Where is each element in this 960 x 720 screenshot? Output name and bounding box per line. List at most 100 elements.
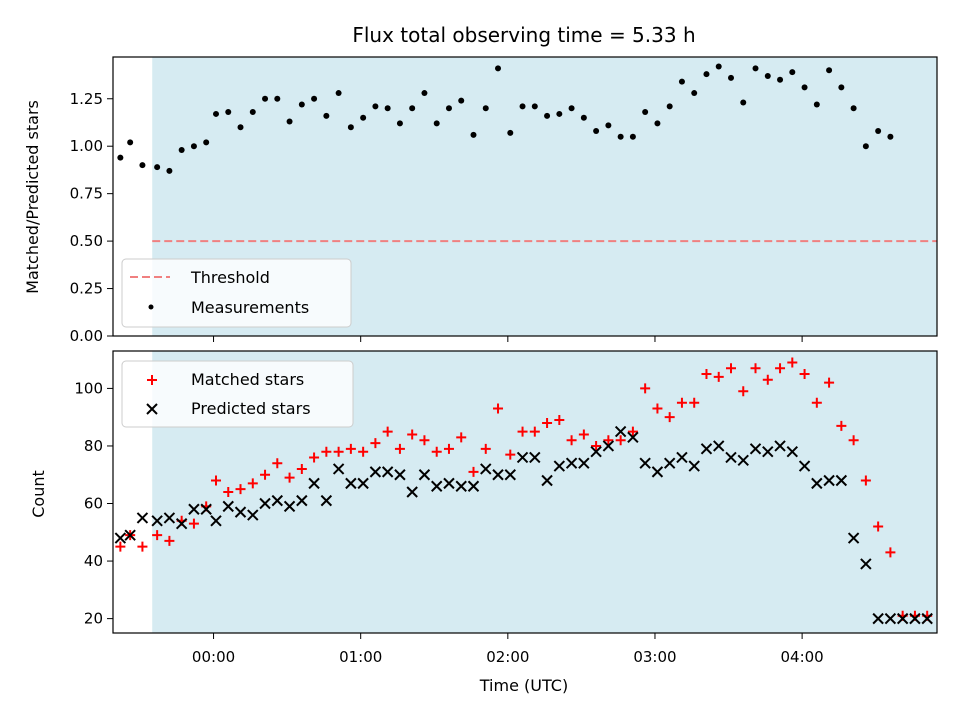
measurement-point xyxy=(642,109,649,116)
measurement-point xyxy=(495,65,502,72)
matched-star-point xyxy=(333,446,344,457)
measurement-point xyxy=(323,112,330,119)
measurement-point xyxy=(507,129,514,136)
predicted-star-point xyxy=(860,558,872,570)
matched-star-point xyxy=(529,426,540,437)
matched-star-point xyxy=(799,369,810,380)
legend-predicted-label: Predicted stars xyxy=(191,399,311,418)
predicted-star-point xyxy=(175,517,188,530)
matched-star-point xyxy=(578,429,589,440)
measurement-point xyxy=(691,90,698,97)
ratio-y-axis-label: Matched/Predicted stars xyxy=(23,100,42,294)
count-y-tick-label: 100 xyxy=(74,379,103,397)
measurement-point xyxy=(139,162,146,169)
measurement-point xyxy=(728,74,734,81)
count-panel: Count Time (UTC) 20 40 60 80 100 00:00 01:00 02… xyxy=(29,350,938,695)
measurement-point xyxy=(568,105,575,112)
legend-predicted-swatch xyxy=(146,403,158,415)
predicted-star-point xyxy=(271,494,284,507)
count-y-tick-label: 40 xyxy=(84,552,103,570)
matched-star-point xyxy=(431,446,442,457)
predicted-star-point xyxy=(406,486,418,498)
matched-star-point xyxy=(566,435,577,446)
ratio-y-tick-label: 0.50 xyxy=(70,232,103,250)
matched-star-point xyxy=(885,547,896,558)
predicted-star-point xyxy=(602,440,615,452)
ratio-legend-box xyxy=(121,258,352,328)
measurement-point xyxy=(703,71,710,78)
measurement-point xyxy=(225,109,232,116)
measurement-point xyxy=(715,63,722,70)
count-axes-frame xyxy=(112,350,938,634)
predicted-star-point xyxy=(774,440,786,452)
matched-star-point xyxy=(164,535,175,546)
measurement-point xyxy=(617,133,624,140)
matched-star-point xyxy=(284,472,295,483)
predicted-star-point xyxy=(835,474,848,487)
matched-star-point xyxy=(358,446,369,457)
matched-star-point xyxy=(115,541,126,552)
predicted-star-point xyxy=(247,509,259,521)
predicted-star-point xyxy=(480,463,492,475)
matched-star-point xyxy=(493,403,504,414)
legend-threshold-label: Threshold xyxy=(190,268,270,287)
ratio-axes-frame xyxy=(112,56,938,337)
measurement-point xyxy=(482,105,489,112)
measurement-point xyxy=(875,128,882,135)
matched-star-point xyxy=(370,438,381,449)
measurement-point xyxy=(580,114,587,121)
predicted-star-point xyxy=(504,469,516,481)
predicted-star-point xyxy=(737,454,749,467)
predicted-star-point xyxy=(749,443,762,455)
ratio-y-tick-label: 0.75 xyxy=(70,185,103,203)
measurement-point xyxy=(311,95,318,102)
matched-star-point xyxy=(775,363,786,374)
predicted-star-point xyxy=(578,457,590,469)
predicted-star-point xyxy=(590,446,602,458)
matched-star-point xyxy=(272,458,283,469)
matched-star-point xyxy=(382,426,393,437)
predicted-star-point xyxy=(332,463,345,475)
measurement-point xyxy=(421,90,428,97)
ratio-y-tick-label: 0.25 xyxy=(70,280,103,298)
predicted-star-point xyxy=(700,443,713,455)
count-x-tick-label: 03:00 xyxy=(633,648,676,666)
matched-star-point xyxy=(152,530,163,541)
measurement-point xyxy=(813,101,820,108)
matched-star-point xyxy=(848,435,859,446)
matched-star-point xyxy=(713,371,724,382)
predicted-star-point xyxy=(467,480,480,492)
measurement-point xyxy=(838,84,845,91)
matched-star-point xyxy=(480,443,491,454)
matched-star-point xyxy=(836,420,847,431)
count-x-tick-label: 00:00 xyxy=(192,648,235,666)
measurement-point xyxy=(347,124,354,131)
count-x-tick-label: 04:00 xyxy=(780,648,823,666)
predicted-star-point xyxy=(896,612,909,625)
predicted-star-point xyxy=(909,612,921,625)
measurement-point xyxy=(887,133,894,140)
measurement-point xyxy=(826,67,833,74)
matched-star-point xyxy=(676,397,687,408)
predicted-star-point xyxy=(357,477,369,490)
predicted-star-point xyxy=(210,515,222,527)
predicted-star-point xyxy=(921,612,933,625)
matched-star-point xyxy=(652,403,663,414)
predicted-star-point xyxy=(627,431,639,444)
measurement-point xyxy=(752,65,759,72)
predicted-star-point xyxy=(188,503,200,515)
matched-star-point xyxy=(137,541,148,552)
matched-star-point xyxy=(750,363,761,374)
matched-star-point xyxy=(407,429,418,440)
predicted-star-point xyxy=(455,480,467,492)
matched-star-point xyxy=(615,435,626,446)
measurement-point xyxy=(458,97,465,104)
matched-star-point xyxy=(260,469,271,480)
matched-star-point xyxy=(542,417,553,428)
count-y-tick-label: 80 xyxy=(84,437,103,455)
measurement-point xyxy=(274,95,281,102)
matched-star-point xyxy=(738,386,749,397)
measurement-point xyxy=(556,110,563,117)
measurement-point xyxy=(190,143,197,150)
matched-star-point xyxy=(296,463,307,474)
